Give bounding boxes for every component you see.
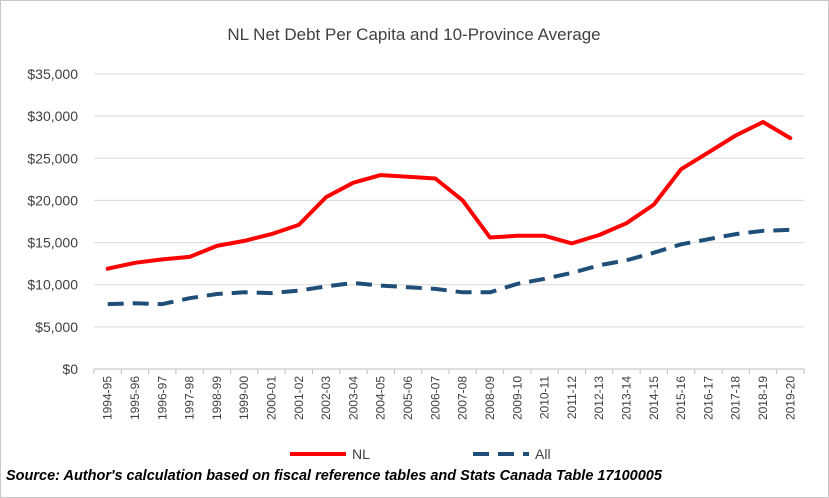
gridlines bbox=[93, 73, 805, 374]
y-tick-label: $5,000 bbox=[35, 319, 78, 335]
x-tick-label: 1998-99 bbox=[210, 376, 224, 420]
source-note: Source: Author's calculation based on fi… bbox=[6, 468, 662, 484]
series-line-all bbox=[107, 227, 791, 307]
y-tick-label: $15,000 bbox=[27, 235, 78, 251]
x-tick-label: 2018-19 bbox=[756, 376, 770, 420]
series-lines bbox=[105, 120, 793, 307]
x-tick-label: 2015-16 bbox=[674, 376, 688, 420]
x-tick-label: 2004-05 bbox=[374, 376, 388, 420]
legend: NL All bbox=[290, 446, 551, 462]
x-tick-label: 2016-17 bbox=[701, 376, 715, 420]
y-axis-tick-labels: $0 $5,000 $10,000 $15,000 $20,000 $25,000 $30,… bbox=[27, 66, 78, 377]
legend-label-nl: NL bbox=[352, 446, 370, 462]
y-tick-label: $0 bbox=[62, 361, 78, 377]
x-tick-label: 1996-97 bbox=[155, 376, 169, 420]
x-tick-label: 2005-06 bbox=[401, 376, 415, 420]
x-tick-label: 1999-00 bbox=[237, 376, 251, 420]
y-tick-label: $30,000 bbox=[27, 108, 78, 124]
x-axis-tick-labels: 1994-95 1995-96 1996-97 1997-98 1998-99 1999-… bbox=[101, 376, 798, 420]
y-tick-label: $35,000 bbox=[27, 66, 78, 82]
chart-title: NL Net Debt Per Capita and 10-Province A… bbox=[227, 25, 600, 44]
x-tick-label: 2017-18 bbox=[729, 376, 743, 420]
x-tick-label: 1994-95 bbox=[101, 376, 115, 420]
x-tick-label: 2007-08 bbox=[456, 376, 470, 420]
x-tick-label: 2006-07 bbox=[428, 376, 442, 420]
x-tick-label: 2010-11 bbox=[538, 376, 552, 419]
legend-label-all: All bbox=[535, 446, 551, 462]
x-tick-label: 2001-02 bbox=[292, 376, 306, 420]
y-tick-label: $10,000 bbox=[27, 277, 78, 293]
x-tick-label: 2009-10 bbox=[510, 376, 524, 420]
y-tick-label: $25,000 bbox=[27, 150, 78, 166]
x-tick-label: 2014-15 bbox=[647, 376, 661, 420]
x-tick-label: 1995-96 bbox=[128, 376, 142, 420]
x-tick-label: 2002-03 bbox=[319, 376, 333, 420]
series-line-nl bbox=[105, 120, 793, 271]
x-tick-label: 2008-09 bbox=[483, 376, 497, 420]
x-tick-label: 2013-14 bbox=[620, 376, 634, 420]
y-tick-label: $20,000 bbox=[27, 192, 78, 208]
x-tick-label: 2012-13 bbox=[592, 376, 606, 420]
x-tick-label: 2000-01 bbox=[265, 376, 279, 420]
x-tick-label: 1997-98 bbox=[183, 376, 197, 420]
x-tick-label: 2003-04 bbox=[346, 376, 360, 420]
x-tick-label: 2019-20 bbox=[783, 376, 797, 420]
x-tick-label: 2011-12 bbox=[565, 376, 579, 419]
